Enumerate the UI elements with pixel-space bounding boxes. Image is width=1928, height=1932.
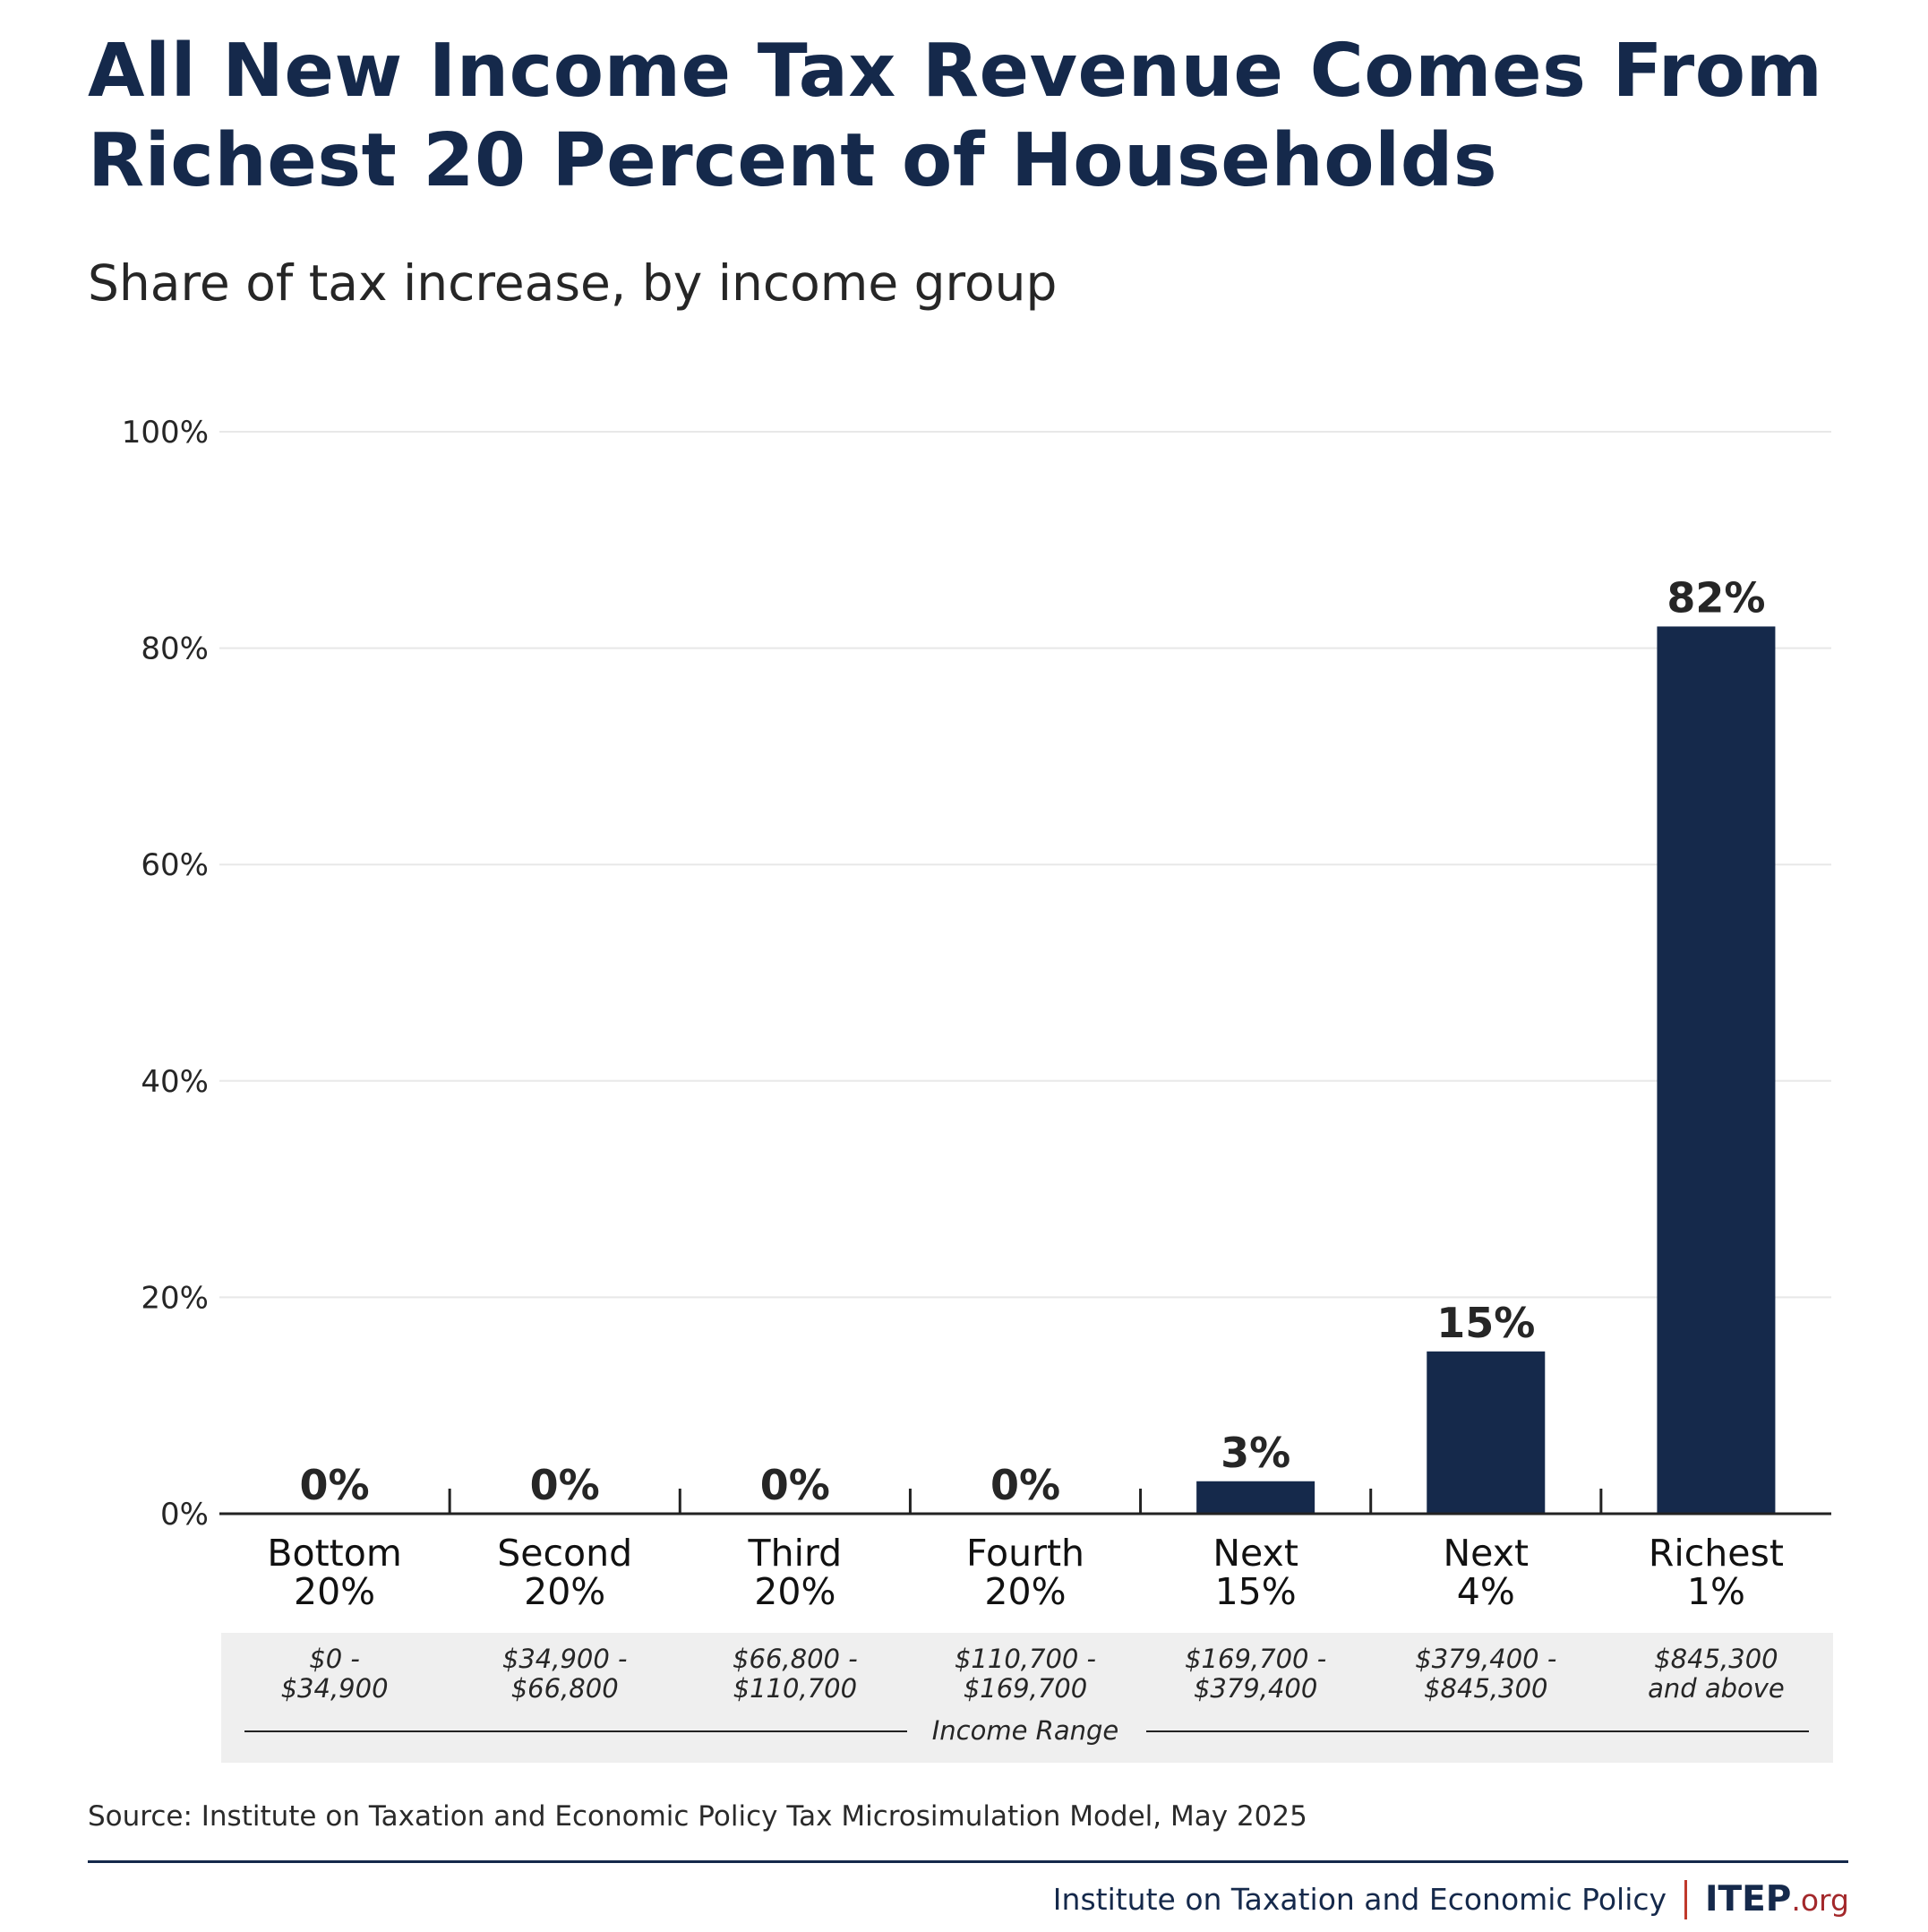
x-category-label: Second xyxy=(497,1532,632,1575)
bar-value-label: 0% xyxy=(300,1461,370,1509)
x-category-label: Next xyxy=(1212,1532,1298,1575)
y-tick-label: 60% xyxy=(141,847,209,883)
bar-value-label: 15% xyxy=(1436,1299,1535,1347)
income-range-label: $34,900 - xyxy=(502,1644,628,1674)
bar-value-label: 0% xyxy=(760,1461,830,1509)
bar xyxy=(1196,1481,1315,1514)
income-range-label: $845,300 xyxy=(1654,1644,1778,1674)
logo-suffix: .org xyxy=(1791,1883,1849,1918)
footer-separator xyxy=(1684,1879,1688,1919)
income-range-label: $110,700 - xyxy=(955,1644,1096,1674)
income-range-label: $169,700 - xyxy=(1185,1644,1326,1674)
footer-org-name: Institute on Taxation and Economic Polic… xyxy=(1052,1882,1667,1917)
income-range-label: $379,400 xyxy=(1194,1673,1317,1704)
footer-divider xyxy=(88,1860,1848,1863)
bar-value-label: 0% xyxy=(530,1461,600,1509)
income-range-label: $169,700 xyxy=(964,1673,1087,1704)
logo-main: ITEP xyxy=(1705,1879,1792,1919)
y-tick-label: 80% xyxy=(141,631,209,667)
income-range-caption: Income Range xyxy=(932,1715,1118,1746)
bar-value-label: 3% xyxy=(1221,1429,1290,1477)
x-category-label: 20% xyxy=(524,1570,605,1613)
income-range-label: $110,700 xyxy=(733,1673,857,1704)
x-category-label: Bottom xyxy=(267,1532,401,1575)
x-category-label: 20% xyxy=(984,1570,1066,1613)
x-category-label: 15% xyxy=(1215,1570,1297,1613)
x-category-label: 4% xyxy=(1457,1570,1515,1613)
income-range-band xyxy=(221,1633,1833,1763)
bar xyxy=(1427,1351,1546,1514)
x-category-label: 1% xyxy=(1687,1570,1745,1613)
y-tick-label: 20% xyxy=(141,1280,209,1316)
income-range-label: $379,400 - xyxy=(1415,1644,1556,1674)
chart-title-line-2: Richest 20 Percent of Households xyxy=(88,118,1498,203)
x-category-label: 20% xyxy=(754,1570,835,1613)
y-tick-label: 100% xyxy=(122,415,209,451)
itep-logo[interactable]: ITEP.org xyxy=(1705,1879,1849,1919)
income-range-label: and above xyxy=(1648,1673,1785,1704)
income-range-label: $34,900 xyxy=(281,1673,389,1704)
footer: Institute on Taxation and Economic Polic… xyxy=(1053,1879,1849,1919)
bar xyxy=(1657,626,1776,1514)
bar-value-label: 82% xyxy=(1667,573,1765,622)
x-category-label: Third xyxy=(748,1532,843,1575)
source-note: Source: Institute on Taxation and Econom… xyxy=(88,1800,1307,1833)
chart-title: All New Income Tax Revenue Comes From Ri… xyxy=(88,27,1823,206)
y-tick-label: 40% xyxy=(141,1064,209,1100)
income-range-label: $66,800 - xyxy=(733,1644,858,1674)
chart-subtitle: Share of tax increase, by income group xyxy=(88,254,1058,312)
bar-value-label: 0% xyxy=(990,1461,1060,1509)
x-category-label: Next xyxy=(1444,1532,1530,1575)
x-category-label: 20% xyxy=(294,1570,375,1613)
y-tick-label: 0% xyxy=(160,1497,209,1533)
income-range-label: $0 - xyxy=(309,1644,360,1674)
x-category-label: Fourth xyxy=(966,1532,1084,1575)
income-range-label: $845,300 xyxy=(1424,1673,1547,1704)
chart-title-line-1: All New Income Tax Revenue Comes From xyxy=(88,29,1823,114)
x-category-label: Richest xyxy=(1649,1532,1784,1575)
income-range-label: $66,800 xyxy=(511,1673,619,1704)
